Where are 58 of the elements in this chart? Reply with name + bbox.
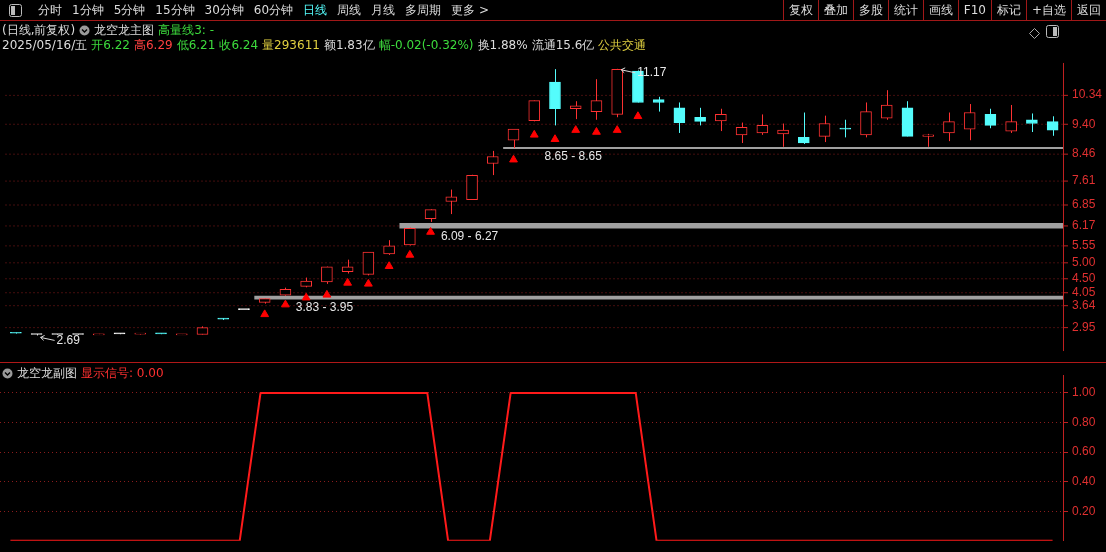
annotation: 11.17 (637, 65, 667, 80)
y-tick-label: 5.00 (1072, 255, 1096, 270)
text: F10 (957, 0, 991, 20)
text: 周线 (336, 1, 363, 19)
y-tick-label: 0.80 (1072, 414, 1096, 429)
y-tick-label: 6.85 (1072, 196, 1096, 211)
annotation: 2.69 (56, 332, 81, 347)
chart-title: 龙空龙副图 (17, 365, 77, 382)
text: 更多 > (450, 1, 490, 19)
y-tick-label: 0.60 (1072, 444, 1096, 459)
y-tick-label: 1.00 (1072, 385, 1096, 400)
text: 2025/05/16/五 (2, 37, 88, 54)
y-tick-label: 3.64 (1072, 297, 1096, 312)
chart-subtitle: 龙空龙主图 (94, 22, 155, 39)
chart-title: (日线,前复权) (2, 22, 76, 39)
y-tick-label: 0.20 (1072, 503, 1096, 518)
text: +自选 (1025, 0, 1071, 20)
y-tick-label: 4.05 (1072, 284, 1096, 299)
y-tick-label: 0.40 (1072, 473, 1096, 488)
band-label: 6.09 - 6.27 (440, 228, 499, 243)
text: 月线 (370, 1, 397, 19)
text: 低6.21 (176, 37, 216, 54)
y-tick-label: 5.55 (1072, 237, 1096, 252)
band-label: 8.65 - 8.65 (544, 149, 603, 164)
text: 开6.22 (91, 37, 130, 54)
text: 15分钟 (154, 1, 196, 19)
text: 复权 (782, 0, 818, 20)
text: 标记 (990, 0, 1026, 20)
text: 统计 (887, 0, 923, 20)
text: 换1.88% (477, 37, 528, 54)
y-tick-label: 2.95 (1072, 319, 1096, 334)
text: 公共交通 (598, 37, 647, 54)
text: 返回 (1071, 0, 1106, 20)
text: 收6.24 (219, 37, 259, 54)
text: 高6.29 (133, 37, 173, 54)
text: 额1.83亿 (323, 37, 375, 54)
text: 叠加 (817, 0, 853, 20)
text: 多股 (852, 0, 888, 20)
text: 量293611 (262, 37, 320, 54)
text: 高量线3: - (158, 22, 215, 39)
y-tick-label: 10.34 (1072, 87, 1103, 102)
band-label: 3.83 - 3.95 (295, 299, 354, 314)
chart-subtitle: 显示信号: 0.00 (81, 365, 164, 382)
text: 5分钟 (112, 1, 147, 19)
text: 多周期 (404, 1, 443, 19)
text: 画线 (922, 0, 958, 20)
y-tick-label: 6.17 (1072, 218, 1096, 233)
text: 幅-0.02(-0.32%) (378, 37, 474, 54)
y-tick-label: 8.46 (1072, 146, 1096, 161)
text: 60分钟 (252, 1, 295, 19)
text: 30分钟 (203, 1, 245, 19)
text: 日线 (302, 1, 329, 19)
text: 流通15.6亿 (531, 37, 595, 54)
y-tick-label: 9.40 (1072, 116, 1096, 131)
text: 1分钟 (71, 1, 105, 19)
text: 分时 (37, 1, 63, 19)
y-tick-label: 4.50 (1072, 270, 1096, 285)
y-tick-label: 7.61 (1072, 173, 1096, 188)
